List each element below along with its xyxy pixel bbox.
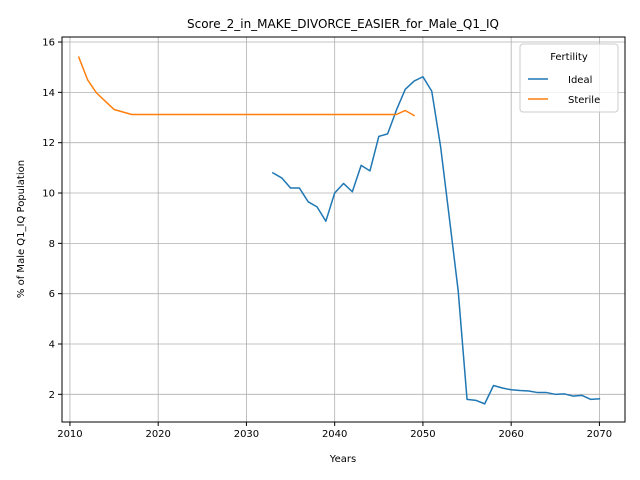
- legend-label-ideal: Ideal: [568, 75, 592, 86]
- x-tick-label: 2070: [587, 429, 612, 440]
- y-tick-label: 14: [42, 88, 55, 99]
- x-tick-label: 2040: [322, 429, 347, 440]
- x-tick-label: 2010: [57, 429, 82, 440]
- grid-lines: [62, 37, 625, 422]
- legend-title: Fertility: [550, 52, 588, 63]
- x-tick-label: 2020: [145, 429, 170, 440]
- y-tick-label: 8: [49, 239, 55, 250]
- x-axis-label: Years: [329, 454, 356, 465]
- data-series: [77, 56, 601, 405]
- legend-label-sterile: Sterile: [568, 95, 600, 106]
- y-tick-label: 2: [49, 390, 55, 401]
- y-tick-label: 12: [42, 138, 55, 149]
- y-tick-label: 16: [42, 38, 55, 49]
- plot-area-frame: [61, 36, 626, 423]
- axis-ticks: 2010 2020 2030 2040 2050 2060 2070 2 4 6 8 10 12 14 16: [42, 38, 612, 440]
- series-line-sterile: [77, 56, 416, 117]
- y-tick-label: 4: [49, 339, 55, 350]
- series-line-ideal: [271, 76, 601, 405]
- y-axis-label: % of Male Q1_IQ Population: [16, 160, 27, 298]
- y-tick-label: 6: [49, 289, 55, 300]
- y-tick-label: 10: [42, 189, 55, 200]
- chart-title: Score_2_in_MAKE_DIVORCE_EASIER_for_Male_…: [187, 17, 499, 31]
- x-tick-label: 2030: [234, 429, 259, 440]
- legend-box: [519, 43, 619, 113]
- x-tick-label: 2050: [410, 429, 435, 440]
- x-tick-label: 2060: [498, 429, 523, 440]
- legend: Fertility Ideal Sterile: [519, 43, 619, 113]
